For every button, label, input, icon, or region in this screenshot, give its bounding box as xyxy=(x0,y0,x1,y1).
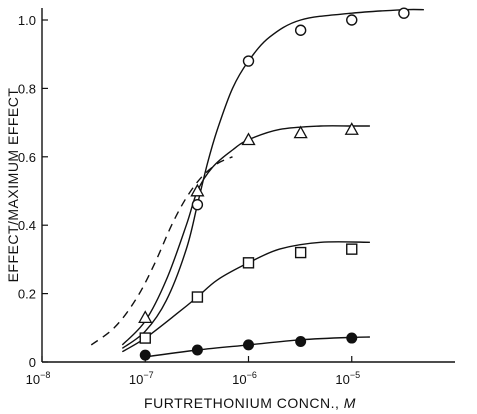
data-point-open-square xyxy=(242,257,255,269)
data-point-open-circle xyxy=(242,55,255,67)
x-tick-exponent: −5 xyxy=(350,370,360,380)
markers-layer xyxy=(138,7,410,361)
data-point-open-triangle xyxy=(241,132,256,146)
data-point-open-circle xyxy=(294,24,307,36)
data-point-filled-circle xyxy=(191,344,203,356)
data-point-open-circle xyxy=(191,198,204,211)
fit-curve-open-triangle xyxy=(121,125,370,346)
x-tick-exponent: −6 xyxy=(247,370,257,380)
fit-curve-open-circle xyxy=(121,8,424,349)
x-tick-label: 10−7 xyxy=(129,370,154,387)
x-tick-label: 10−8 xyxy=(26,370,51,387)
data-point-open-square xyxy=(139,332,151,344)
x-tick-label: 10−6 xyxy=(232,370,257,387)
data-point-open-square xyxy=(191,291,204,303)
x-tick-label: 10−5 xyxy=(335,370,360,387)
x-tick-base: 10 xyxy=(335,372,349,387)
data-point-filled-circle xyxy=(295,335,307,347)
x-axis-label-text: FURTRETHONIUM CONCN., xyxy=(144,395,344,411)
data-point-filled-circle xyxy=(346,332,358,344)
ticks-layer: 00.20.40.60.81.010−8 10−7 10−6 10−5 xyxy=(18,13,360,387)
y-tick-label: 0.4 xyxy=(18,218,36,233)
y-tick-label: 1.0 xyxy=(18,13,36,28)
y-tick-label: 0.2 xyxy=(18,287,36,302)
x-tick-base: 10 xyxy=(232,372,246,387)
data-point-open-triangle xyxy=(344,122,359,135)
dashed-curve xyxy=(90,156,233,346)
fit-curve-filled-circle xyxy=(145,336,370,358)
x-tick-base: 10 xyxy=(129,372,143,387)
x-axis-unit: M xyxy=(344,395,356,411)
y-tick-label: 0.8 xyxy=(18,81,36,96)
data-point-open-triangle xyxy=(190,183,205,197)
fit-curve-open-square xyxy=(121,241,370,353)
data-point-open-square xyxy=(346,243,358,255)
x-tick-base: 10 xyxy=(26,372,40,387)
y-tick-label: 0.6 xyxy=(18,150,36,165)
data-point-filled-circle xyxy=(243,339,254,351)
x-tick-exponent: −8 xyxy=(40,370,50,380)
data-point-open-circle xyxy=(346,14,358,26)
data-point-open-circle xyxy=(398,7,410,19)
x-axis-label: FURTRETHONIUM CONCN., M xyxy=(144,395,356,411)
data-point-open-triangle xyxy=(293,125,308,139)
curves-layer xyxy=(90,8,424,358)
x-tick-exponent: −7 xyxy=(143,370,153,380)
y-axis-label: EFFECT/MAXIMUM EFFECT xyxy=(5,88,21,283)
data-point-open-triangle xyxy=(138,310,153,323)
y-tick-label: 0 xyxy=(29,355,36,370)
data-point-open-square xyxy=(294,246,307,259)
data-point-filled-circle xyxy=(139,349,151,361)
